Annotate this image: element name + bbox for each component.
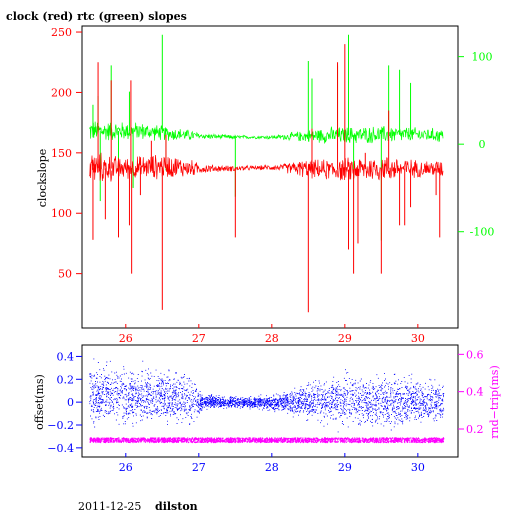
roundtrip-tick-label: 0.4 <box>466 386 484 399</box>
offset-scatter-points <box>89 358 445 433</box>
figure-title: clock (red) rtc (green) slopes <box>6 10 187 23</box>
clockslope-tick-label: 250 <box>51 26 72 39</box>
offset-x-tick-label: 28 <box>265 461 279 474</box>
offset-tick-label: −0.4 <box>47 442 74 455</box>
slopes-data-layer <box>88 34 444 313</box>
slopes-x-tick-label: 30 <box>411 332 425 345</box>
rtc-tick-label: 0 <box>479 138 486 151</box>
offset-plot-frame <box>81 344 459 458</box>
roundtrip-axis-label: rnd−trip(ms) <box>488 365 501 439</box>
offset-x-tick-label: 27 <box>192 461 206 474</box>
clockslope-axis-label: clockslope <box>36 149 49 207</box>
offset-data-layer <box>89 358 445 444</box>
slopes-x-tick-label: 29 <box>338 332 352 345</box>
offset-tick-label: 0 <box>67 396 74 409</box>
clockslope-tick-label: 150 <box>51 147 72 160</box>
footer-host: dilston <box>155 500 198 512</box>
slopes-panel: 50 100 150 200 250 -100 0 100 26 27 28 29 30 clocksl… <box>36 25 494 345</box>
roundtrip-tick-label: 0.6 <box>466 348 484 361</box>
offset-x-tick-label: 30 <box>411 461 425 474</box>
offset-axis-label: offset(ms) <box>33 374 46 430</box>
roundtrip-scatter-points <box>89 437 445 444</box>
slopes-x-tick-label: 27 <box>192 332 206 345</box>
slopes-plot-frame <box>81 25 459 329</box>
rtc-tick-label: -100 <box>470 226 495 239</box>
offset-panel: 0.4 0.2 0 −0.2 −0.4 0.2 0.4 0.6 26 27 28 29 30 offse… <box>33 344 501 474</box>
roundtrip-tick-label: 0.2 <box>466 423 484 436</box>
offset-tick-label: −0.2 <box>47 419 74 432</box>
slopes-x-tick-label: 28 <box>265 332 279 345</box>
rtc-tick-label: 100 <box>472 51 493 64</box>
offset-x-tick-label: 26 <box>119 461 133 474</box>
slopes-axes: 50 100 150 200 250 -100 0 100 26 27 28 29 30 <box>51 26 494 345</box>
clockslope-tick-label: 200 <box>51 86 72 99</box>
footer-date: 2011-12-25 <box>78 500 141 512</box>
clockslope-tick-label: 100 <box>51 207 72 220</box>
clockslope-tick-label: 50 <box>58 268 72 281</box>
rtc-series-line <box>88 121 444 144</box>
offset-tick-label: 0.4 <box>57 350 75 363</box>
offset-x-tick-label: 29 <box>338 461 352 474</box>
offset-axes: 0.4 0.2 0 −0.2 −0.4 0.2 0.4 0.6 26 27 28 29 30 <box>47 348 483 474</box>
clock-series-line <box>89 152 444 182</box>
slopes-x-tick-label: 26 <box>119 332 133 345</box>
offset-tick-label: 0.2 <box>57 373 75 386</box>
